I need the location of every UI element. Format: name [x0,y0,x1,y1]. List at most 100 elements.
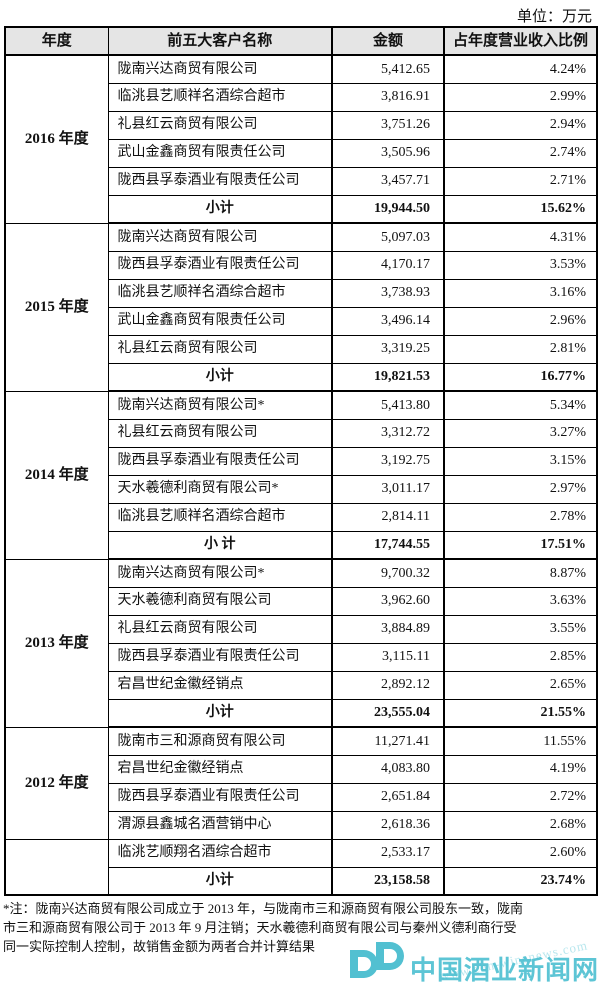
ratio-cell: 3.53% [443,250,598,280]
subtotal-amount-cell: 19,821.53 [331,362,445,392]
subtotal-row: 小计 23,555.04 21.55% [5,698,598,728]
footnote-line: 同一实际控制人控制，故销售金额为两者合并计算结果 [3,939,316,954]
ratio-cell: 8.87% [443,558,598,588]
ratio-cell: 2.78% [443,502,598,532]
ratio-cell: 3.63% [443,586,598,616]
footnote: *注：陇南兴达商贸有限公司成立于 2013 年，与陇南市三和源商贸有限公司股东一… [0,896,600,956]
year-cell: 2016 年度 [4,54,109,224]
amount-cell: 3,751.26 [331,110,445,140]
amount-cell: 3,962.60 [331,586,445,616]
customer-name-cell: 天水羲德利商贸有限公司* [107,474,333,504]
customer-row: 陇西县孚泰酒业有限责任公司 2,651.84 2.72% [5,782,598,812]
customer-name-cell: 宕昌世纪金徽经销点 [107,670,333,700]
customer-name-cell: 礼县红云商贸有限公司 [107,110,333,140]
customer-name-cell: 渭源县鑫城名酒营销中心 [107,810,333,840]
amount-cell: 2,814.11 [331,502,445,532]
customer-name-cell: 武山金鑫商贸有限责任公司 [107,306,333,336]
ratio-cell: 3.55% [443,614,598,644]
customer-row: 陇西县孚泰酒业有限责任公司 4,170.17 3.53% [5,250,598,280]
ratio-cell: 3.15% [443,446,598,476]
amount-cell: 3,192.75 [331,446,445,476]
customer-row: 陇西县孚泰酒业有限责任公司 3,115.11 2.85% [5,642,598,672]
amount-cell: 2,651.84 [331,782,445,812]
subtotal-amount-cell: 19,944.50 [331,194,445,224]
ratio-cell: 2.72% [443,782,598,812]
amount-cell: 5,412.65 [331,54,445,84]
customer-row: 武山金鑫商贸有限责任公司 3,505.96 2.74% [5,138,598,168]
customer-name-cell: 临洮县艺顺祥名酒综合超市 [107,278,333,308]
ratio-cell: 3.16% [443,278,598,308]
year-cell: 2013 年度 [4,558,109,728]
customer-name-cell: 武山金鑫商贸有限责任公司 [107,138,333,168]
ratio-cell: 2.60% [443,838,598,868]
customer-row: 武山金鑫商贸有限责任公司 3,496.14 2.96% [5,306,598,336]
ratio-cell: 4.31% [443,222,598,252]
customer-row: 宕昌世纪金徽经销点 2,892.12 2.65% [5,670,598,700]
customer-row: 礼县红云商贸有限公司 3,312.72 3.27% [5,418,598,448]
customer-row: 天水羲德利商贸有限公司 3,962.60 3.63% [5,586,598,616]
amount-cell: 4,083.80 [331,754,445,784]
ratio-cell: 11.55% [443,726,598,756]
customer-name-cell: 陇南兴达商贸有限公司 [107,222,333,252]
amount-cell: 3,505.96 [331,138,445,168]
amount-cell: 3,496.14 [331,306,445,336]
ratio-cell: 2.68% [443,810,598,840]
ratio-cell: 2.65% [443,670,598,700]
ratio-cell: 2.96% [443,306,598,336]
subtotal-amount-cell: 23,555.04 [331,698,445,728]
year-cell-empty [4,838,109,896]
subtotal-label-cell: 小计 [107,866,333,896]
top-customers-table: 年度 前五大客户名称 金额 占年度营业收入比例 2016 年度 陇南兴达商贸有限公… [4,26,598,896]
customer-name-cell: 临洮县艺顺祥名酒综合超市 [107,82,333,112]
watermark-site-name: 中国酒业新闻网 [409,956,599,985]
subtotal-row: 小计 19,821.53 16.77% [5,362,598,392]
ratio-cell: 2.97% [443,474,598,504]
customer-row: 临洮县艺顺祥名酒综合超市 3,816.91 2.99% [5,82,598,112]
header-customer-name: 前五大客户名称 [107,26,333,56]
amount-cell: 2,533.17 [331,838,445,868]
customer-name-cell: 陇西县孚泰酒业有限责任公司 [107,250,333,280]
ratio-cell: 2.94% [443,110,598,140]
customer-row: 2013 年度 陇南兴达商贸有限公司* 9,700.32 8.87% [4,558,598,728]
ratio-cell: 2.81% [443,334,598,364]
year-cell: 2014 年度 [4,390,109,560]
ratio-cell: 5.34% [443,390,598,420]
ratio-cell: 2.71% [443,166,598,196]
ratio-cell: 4.19% [443,754,598,784]
customer-name-cell: 陇西县孚泰酒业有限责任公司 [107,166,333,196]
amount-cell: 9,700.32 [331,558,445,588]
subtotal-ratio-cell: 23.74% [443,866,598,896]
customer-name-cell: 陇西县孚泰酒业有限责任公司 [107,782,333,812]
amount-cell: 5,097.03 [331,222,445,252]
customer-name-cell: 陇南兴达商贸有限公司* [107,558,333,588]
customer-row: 宕昌世纪金徽经销点 4,083.80 4.19% [5,754,598,784]
customer-row: 2015 年度 陇南兴达商贸有限公司 5,097.03 4.31% [4,222,598,392]
customer-name-cell: 陇西县孚泰酒业有限责任公司 [107,446,333,476]
subtotal-label-cell: 小计 [107,698,333,728]
amount-cell: 3,884.89 [331,614,445,644]
subtotal-label-cell: 小 计 [107,530,333,560]
header-revenue-ratio: 占年度营业收入比例 [443,26,598,56]
subtotal-row: 小计 19,944.50 15.62% [5,194,598,224]
customer-name-cell: 陇南兴达商贸有限公司 [107,54,333,84]
customer-name-cell: 陇西县孚泰酒业有限责任公司 [107,642,333,672]
customer-row: 临洮县艺顺祥名酒综合超市 3,738.93 3.16% [5,278,598,308]
amount-cell: 3,115.11 [331,642,445,672]
amount-cell: 3,816.91 [331,82,445,112]
customer-name-cell: 礼县红云商贸有限公司 [107,614,333,644]
amount-cell: 4,170.17 [331,250,445,280]
header-amount: 金额 [331,26,445,56]
customer-name-cell: 陇南兴达商贸有限公司* [107,390,333,420]
customer-name-cell: 礼县红云商贸有限公司 [107,334,333,364]
subtotal-ratio-cell: 21.55% [443,698,598,728]
customer-row: 2014 年度 陇南兴达商贸有限公司* 5,413.80 5.34% [4,390,598,560]
subtotal-row: 小 计 17,744.55 17.51% [5,530,598,560]
customer-name-cell: 陇南市三和源商贸有限公司 [107,726,333,756]
amount-cell: 11,271.41 [331,726,445,756]
ratio-cell: 4.24% [443,54,598,84]
amount-cell: 3,011.17 [331,474,445,504]
year-cell: 2015 年度 [4,222,109,392]
customer-name-cell: 临洮县艺顺祥名酒综合超市 [107,502,333,532]
unit-label: 单位：万元 [516,9,592,25]
ratio-cell: 2.74% [443,138,598,168]
